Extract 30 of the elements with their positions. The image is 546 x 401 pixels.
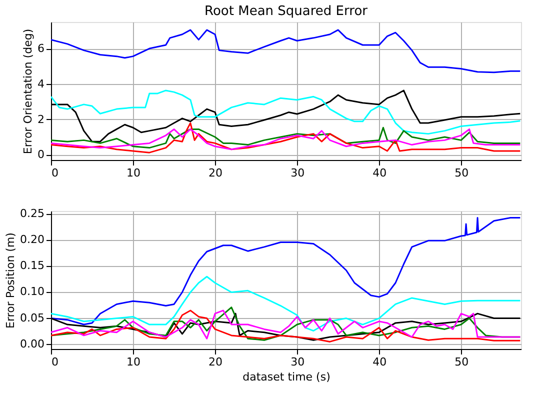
y-tick-label: 6 — [38, 42, 44, 56]
y-tick-label: 0.10 — [20, 285, 44, 298]
y-tick-label: 0.20 — [20, 233, 44, 246]
y-tick-label: 0.05 — [20, 311, 44, 324]
x-tick-label: 10 — [126, 166, 141, 180]
x-tick-label: 50 — [454, 356, 469, 368]
x-tick-label: 40 — [372, 166, 387, 180]
y-tick-label: 0.00 — [20, 337, 44, 350]
line-series — [51, 122, 521, 154]
x-tick-label: 10 — [126, 356, 141, 368]
line-series — [51, 29, 521, 74]
chart-title: Root Mean Squared Error — [204, 4, 368, 19]
x-axis-title: dataset time (s) — [242, 370, 330, 384]
x-tick-label: 0 — [52, 356, 58, 368]
x-tick-label: 40 — [372, 356, 387, 368]
y-axis-title: Error Position (m) — [4, 232, 18, 328]
y-tick-label: 4 — [38, 77, 44, 90]
y-tick-label: 0.25 — [20, 207, 44, 220]
y-tick-label: 0.15 — [20, 259, 44, 272]
x-tick-label: 50 — [454, 166, 469, 180]
x-tick-label: 20 — [208, 356, 223, 368]
x-tick-label: 30 — [290, 166, 305, 180]
y-tick-label: 0 — [38, 148, 44, 162]
y-tick-label: 2 — [38, 112, 44, 126]
y-axis-title: Error Orientation (deg) — [22, 28, 34, 154]
x-tick-label: 20 — [208, 166, 223, 180]
x-tick-label: 0 — [52, 166, 58, 180]
line-series — [51, 276, 521, 332]
line-series — [51, 217, 521, 326]
x-tick-label: 30 — [290, 356, 305, 368]
